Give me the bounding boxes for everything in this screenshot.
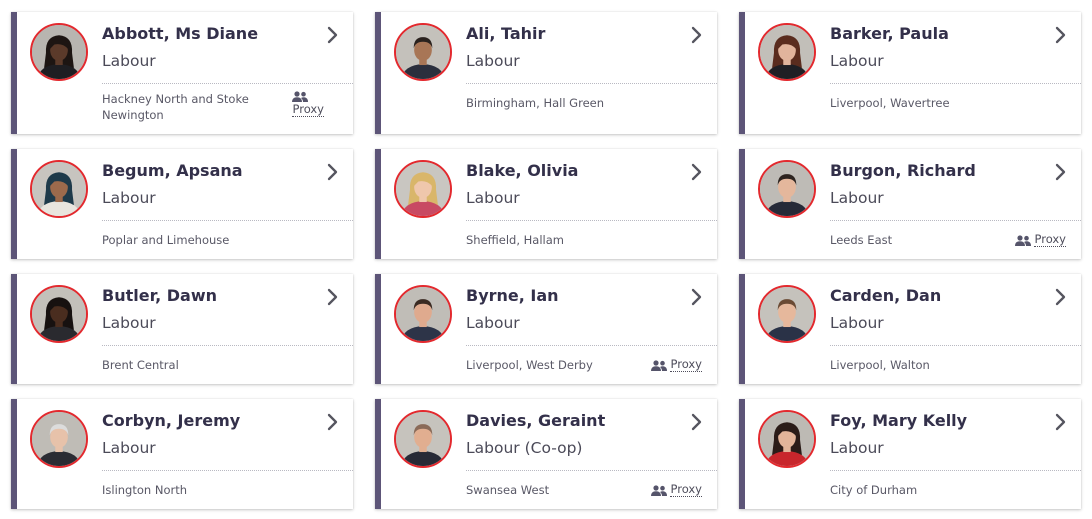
member-party: Labour [102,314,156,332]
member-constituency: Liverpool, Wavertree [830,96,950,110]
member-name: Carden, Dan [830,286,942,305]
proxy-label: Proxy [670,357,702,372]
proxy-label: Proxy [292,102,324,117]
member-name: Burgon, Richard [830,161,976,180]
member-party: Labour [830,189,884,207]
chevron-right-icon [326,288,340,306]
member-photo [394,160,452,218]
member-card[interactable]: Abbott, Ms Diane Labour Hackney North and … [11,12,353,134]
member-party: Labour [102,189,156,207]
card-divider [830,470,1081,471]
member-card[interactable]: Blake, Olivia Labour Sheffield, Hallam [375,149,717,259]
member-card[interactable]: Barker, Paula Labour Liverpool, Wavertree [739,12,1081,134]
card-divider [466,345,717,346]
member-name: Butler, Dawn [102,286,218,305]
member-photo [394,285,452,343]
proxy-vote-link[interactable]: Proxy [1015,233,1066,247]
members-grid: Abbott, Ms Diane Labour Hackney North and … [11,12,1081,509]
card-divider [830,345,1081,346]
member-constituency: City of Durham [830,483,918,497]
member-photo [30,410,88,468]
member-constituency: Birmingham, Hall Green [466,96,605,110]
chevron-right-icon [326,26,340,44]
member-card[interactable]: Corbyn, Jeremy Labour Islington North [11,399,353,509]
member-constituency: Islington North [102,483,188,497]
member-party: Labour [830,439,884,457]
member-party: Labour [466,189,520,207]
member-constituency: Leeds East [830,233,893,247]
member-name: Davies, Geraint [466,411,606,430]
proxy-people-icon [292,91,309,102]
proxy-vote-link[interactable]: Proxy [292,91,324,117]
member-card[interactable]: Ali, Tahir Labour Birmingham, Hall Green [375,12,717,134]
proxy-label: Proxy [1034,232,1066,247]
member-card[interactable]: Butler, Dawn Labour Brent Central [11,274,353,384]
member-photo [394,23,452,81]
member-photo [30,285,88,343]
chevron-right-icon [1054,26,1068,44]
member-photo [758,285,816,343]
member-constituency: Sheffield, Hallam [466,233,564,247]
member-photo [30,23,88,81]
member-photo [394,410,452,468]
card-divider [830,220,1081,221]
member-party: Labour [466,314,520,332]
proxy-people-icon [1015,234,1032,246]
proxy-people-icon [651,359,668,371]
member-constituency: Hackney North and Stoke Newington [102,92,249,122]
member-party: Labour [102,52,156,70]
member-party: Labour [830,314,884,332]
chevron-right-icon [690,26,704,44]
member-name: Corbyn, Jeremy [102,411,241,430]
chevron-right-icon [326,163,340,181]
chevron-right-icon [1054,163,1068,181]
card-divider [102,470,353,471]
chevron-right-icon [1054,288,1068,306]
member-photo [758,23,816,81]
member-party: Labour [830,52,884,70]
member-constituency: Liverpool, West Derby [466,358,593,372]
proxy-vote-link[interactable]: Proxy [651,358,702,372]
member-party: Labour [466,52,520,70]
member-card[interactable]: Byrne, Ian Labour Liverpool, West Derby Pro… [375,274,717,384]
member-party: Labour (Co-op) [466,439,583,457]
chevron-right-icon [690,288,704,306]
member-constituency: Brent Central [102,358,179,372]
member-card[interactable]: Begum, Apsana Labour Poplar and Limehouse [11,149,353,259]
card-divider [102,345,353,346]
chevron-right-icon [1054,413,1068,431]
proxy-vote-link[interactable]: Proxy [651,483,702,497]
member-name: Foy, Mary Kelly [830,411,968,430]
member-name: Barker, Paula [830,24,949,43]
chevron-right-icon [690,413,704,431]
card-divider [466,83,717,84]
member-constituency: Poplar and Limehouse [102,233,230,247]
member-name: Abbott, Ms Diane [102,24,259,43]
member-card[interactable]: Carden, Dan Labour Liverpool, Walton [739,274,1081,384]
chevron-right-icon [690,163,704,181]
member-photo [758,160,816,218]
card-divider [466,470,717,471]
chevron-right-icon [326,413,340,431]
proxy-label: Proxy [670,482,702,497]
member-party: Labour [102,439,156,457]
member-name: Blake, Olivia [466,161,579,180]
member-card[interactable]: Foy, Mary Kelly Labour City of Durham [739,399,1081,509]
card-divider [102,83,353,84]
card-divider [466,220,717,221]
member-card[interactable]: Davies, Geraint Labour (Co-op) Swansea Wes… [375,399,717,509]
member-photo [758,410,816,468]
member-photo [30,160,88,218]
member-name: Begum, Apsana [102,161,243,180]
card-divider [830,83,1081,84]
proxy-people-icon [651,484,668,496]
member-constituency: Swansea West [466,483,550,497]
card-divider [102,220,353,221]
member-card[interactable]: Burgon, Richard Labour Leeds East Proxy [739,149,1081,259]
member-name: Ali, Tahir [466,24,546,43]
member-constituency: Liverpool, Walton [830,358,930,372]
member-name: Byrne, Ian [466,286,559,305]
